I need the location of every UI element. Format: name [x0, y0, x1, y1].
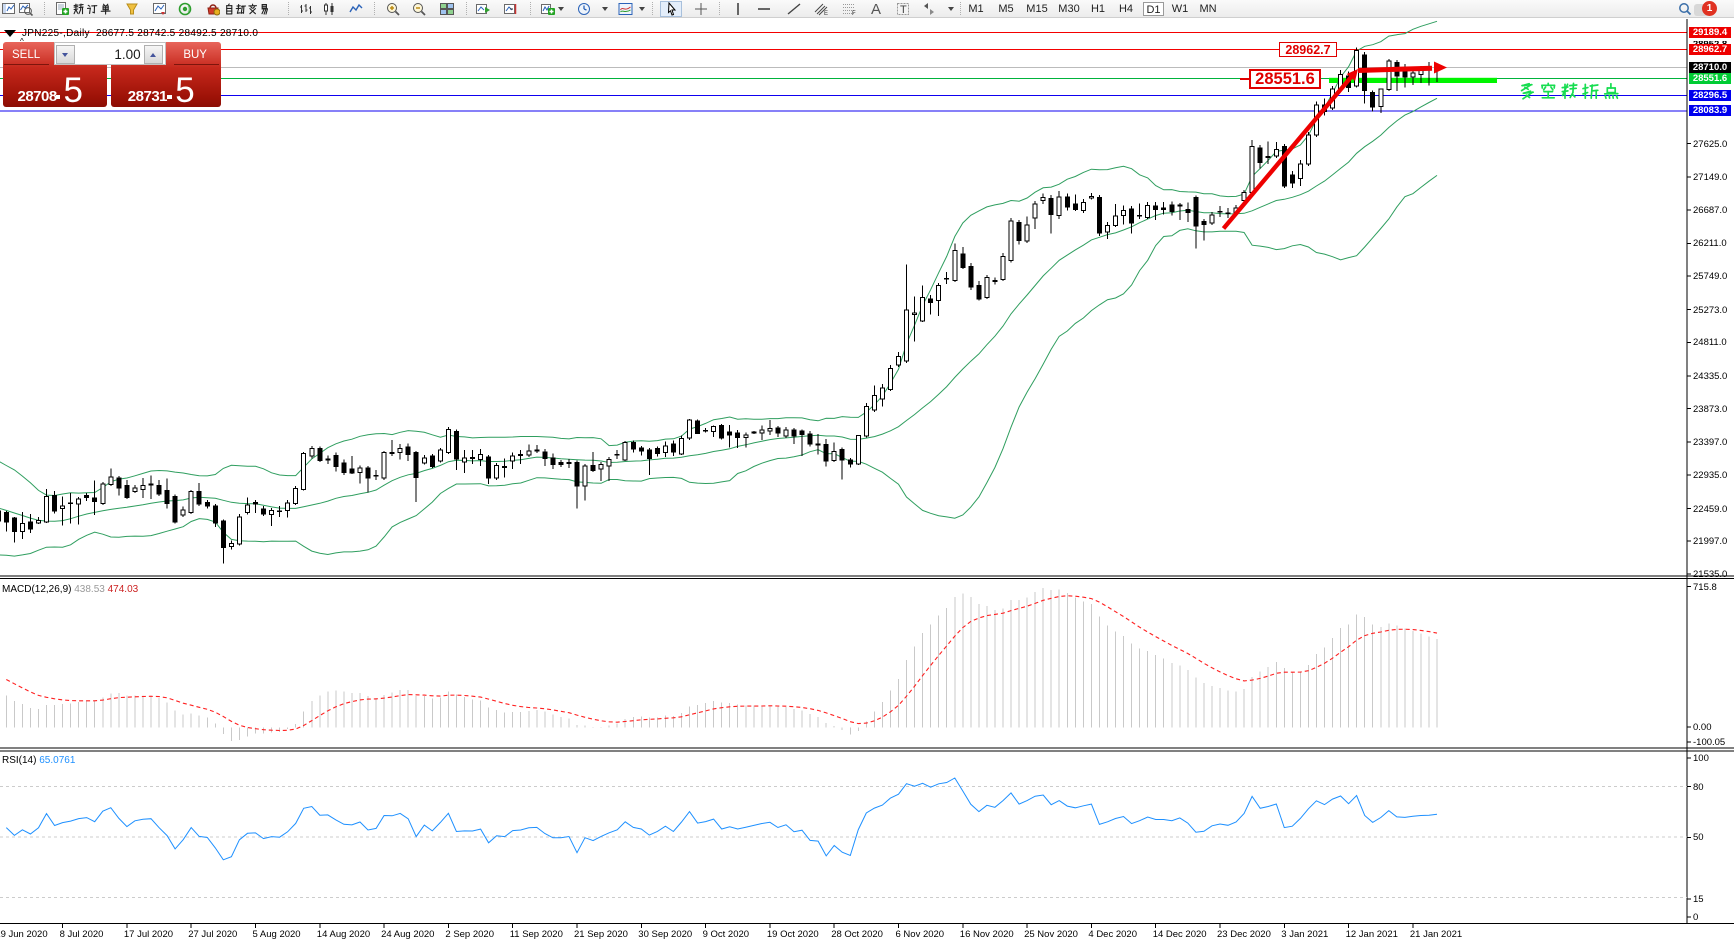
svg-text:E: E — [824, 11, 828, 16]
svg-text:F: F — [852, 11, 856, 16]
svg-text:T: T — [900, 4, 907, 16]
